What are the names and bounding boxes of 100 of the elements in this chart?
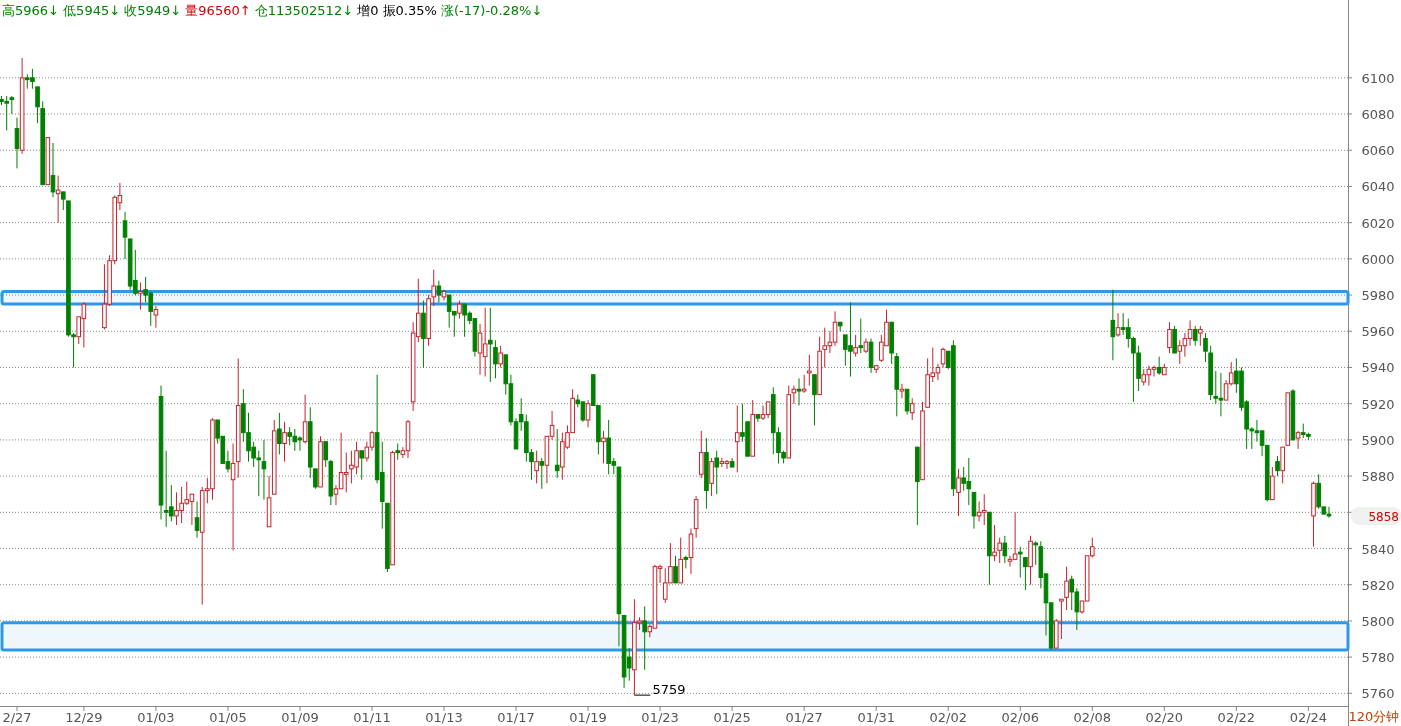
- x-tick-label: 01/23: [641, 710, 679, 725]
- candlestick: [1275, 455, 1280, 477]
- candlestick: [698, 430, 704, 479]
- candlestick: [734, 405, 740, 473]
- candlestick: [1069, 575, 1075, 611]
- y-tick-label: 5780: [1361, 650, 1395, 666]
- x-tick-label: 01/19: [569, 710, 607, 725]
- y-tick-label: 6040: [1361, 179, 1395, 195]
- candlestick: [1023, 557, 1028, 591]
- candlestick: [601, 430, 606, 464]
- text: 5858: [1368, 509, 1399, 524]
- annotation: 5759: [652, 682, 686, 698]
- x-tick-label: 01/05: [209, 710, 247, 725]
- y-tick-label: 6000: [1361, 251, 1395, 267]
- candlestick: [909, 397, 915, 421]
- candlestick: [642, 605, 647, 671]
- candlestick: [35, 86, 40, 124]
- candlestick: [482, 307, 488, 378]
- x-tick-label: 12/29: [65, 710, 103, 725]
- candlestick: [673, 555, 678, 584]
- candlestick: [1059, 598, 1064, 640]
- y-tick-label: 6020: [1361, 215, 1395, 231]
- x-tick-label: 02/22: [1217, 710, 1256, 725]
- candlestick: [1198, 325, 1203, 347]
- candlestick: [1213, 370, 1219, 405]
- candlestick: [904, 388, 910, 416]
- candlestick: [554, 428, 560, 479]
- candlestick: [812, 374, 817, 426]
- candlestick: [436, 280, 442, 303]
- candlestick: [313, 468, 318, 490]
- candlestick: [1172, 325, 1177, 354]
- candlestick: [1012, 511, 1018, 560]
- y-tick-label: 6060: [1361, 143, 1395, 159]
- text: 120分钟: [1348, 709, 1400, 724]
- candlestick: [230, 443, 236, 551]
- candlestick: [796, 377, 802, 406]
- candlestick: [585, 399, 591, 428]
- y-tick-label: 5800: [1361, 613, 1395, 629]
- candlestick: [122, 211, 128, 260]
- candlestick: [791, 385, 797, 405]
- x-tick-label: 01/13: [425, 710, 463, 725]
- y-tick-label: 5900: [1361, 432, 1395, 448]
- candlestick: [4, 95, 9, 131]
- x-tick-label: 02/24: [1289, 710, 1328, 725]
- y-tick-label: 5940: [1361, 360, 1395, 376]
- x-tick-label: 01/09: [281, 710, 319, 725]
- candlestick: [1110, 289, 1116, 361]
- candlestick: [488, 307, 493, 383]
- x-tick-label: 02/02: [929, 710, 967, 725]
- candlestick: [138, 281, 143, 311]
- x-tick-label: 02/20: [1145, 710, 1184, 725]
- candlestick: [1177, 339, 1183, 365]
- candlestick: [1156, 356, 1162, 376]
- candlestick: [997, 537, 1002, 564]
- candlestick: [302, 394, 308, 445]
- candlestick: [1002, 535, 1008, 564]
- y-tick-label: 5960: [1361, 324, 1395, 340]
- y-tick-label: 5980: [1361, 288, 1395, 304]
- candlestick: [1064, 566, 1069, 611]
- x-tick-label: 2/27: [2, 710, 32, 725]
- candlestick: [359, 450, 364, 481]
- candlestick: [50, 142, 56, 198]
- candlestick: [194, 500, 200, 539]
- candlestick: [853, 334, 858, 358]
- y-tick-label: 5820: [1361, 577, 1395, 593]
- candlestick: [714, 450, 719, 495]
- candlestick: [1270, 466, 1275, 501]
- candlestick: [822, 327, 828, 368]
- candlestick: [55, 175, 61, 224]
- y-tick-label: 5760: [1361, 686, 1395, 702]
- candlestick: [153, 305, 159, 329]
- y-tick-label: 6080: [1361, 107, 1395, 123]
- candlestick: [261, 439, 267, 501]
- candlestick: [1017, 546, 1023, 578]
- candlestick: [1033, 540, 1038, 566]
- candlestick: [343, 452, 349, 493]
- candlestick: [981, 493, 987, 526]
- y-tick-label: 5920: [1361, 396, 1395, 412]
- candlestick: [277, 412, 282, 455]
- candlestick: [1167, 321, 1172, 354]
- candlestick: [940, 347, 946, 368]
- candlestick: [534, 450, 539, 484]
- candlestick: [282, 421, 287, 463]
- candlestick: [9, 95, 15, 115]
- candlestick: [1203, 332, 1208, 363]
- candlestick: [858, 318, 864, 354]
- candlestick: [498, 345, 503, 368]
- y-tick-label: 5840: [1361, 541, 1395, 557]
- x-tick-label: 01/25: [713, 710, 751, 725]
- candlestick: [801, 374, 807, 394]
- x-tick-label: 01/03: [137, 710, 175, 725]
- candlestick: [807, 354, 812, 387]
- candlestick: [493, 339, 498, 379]
- y-tick-label: 6100: [1361, 70, 1395, 86]
- candlestick: [709, 457, 714, 497]
- candlestick: [956, 468, 961, 517]
- x-tick-label: 01/31: [857, 710, 895, 725]
- candlestick: [539, 457, 545, 490]
- candlestick: [60, 191, 66, 211]
- title: 高5966↓ 低5945↓ 收5949↓ 量96560↑ 仓113502512↓ 增0 振0.35% 涨(-17)-0.28%↓: [2, 3, 543, 18]
